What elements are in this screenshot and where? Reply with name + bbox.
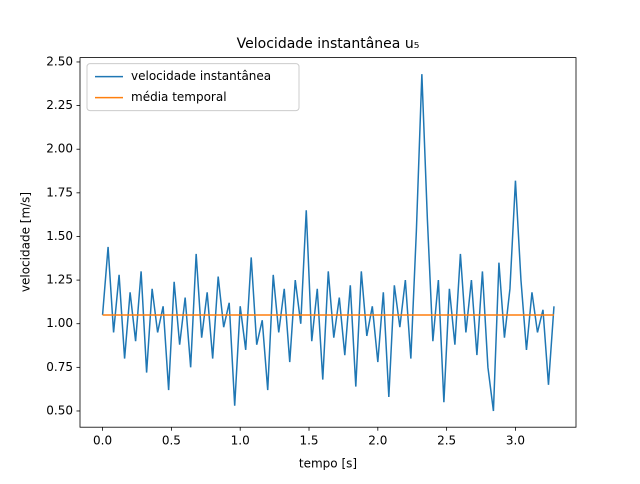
x-axis-label: tempo [s] [299,457,357,471]
y-tick-label: 2.00 [46,142,73,156]
y-tick-label: 1.50 [46,229,73,243]
plot-frame [79,57,577,428]
data-line [101,74,555,412]
y-tick-label: 2.25 [46,98,73,112]
y-tick-label: 0.75 [46,360,73,374]
x-tick-label: 1.5 [299,434,318,448]
y-axis-label: velocidade [m/s] [19,192,33,292]
x-tick-label: 2.0 [368,434,387,448]
y-tick-label: 0.50 [46,403,73,417]
chart-title: Velocidade instantânea u₅ [237,36,420,52]
legend-label: velocidade instantânea [131,69,271,83]
y-tick-label: 1.00 [46,316,73,330]
x-tick-label: 0.0 [93,434,112,448]
legend-box [86,63,300,112]
x-tick-label: 1.0 [231,434,250,448]
x-tick-label: 2.5 [437,434,456,448]
y-tick-label: 2.50 [46,54,73,68]
legend-label: média temporal [131,90,227,104]
x-tick-label: 3.0 [506,434,525,448]
x-tick-label: 0.5 [162,434,181,448]
y-tick-label: 1.25 [46,273,73,287]
y-tick-label: 1.75 [46,185,73,199]
